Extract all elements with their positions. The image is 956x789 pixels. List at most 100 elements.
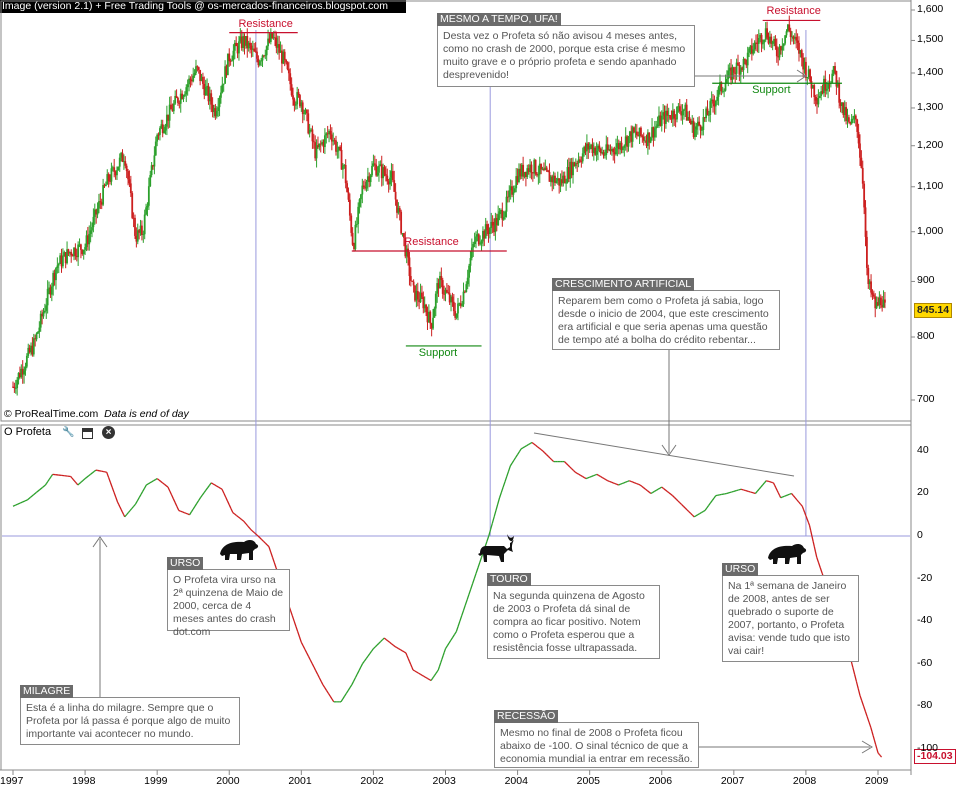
annotation-text: Reparem bem como o Profeta já sabia, log… [558,295,769,346]
candle-body [806,77,809,78]
candle-body [70,252,73,256]
candle-body [149,175,152,187]
candle-body [344,164,347,184]
credit-note: Data is end of day [104,408,189,420]
indicator-segment [24,499,28,502]
indicator-segment [293,620,297,627]
window-icon[interactable] [82,428,93,439]
candle-body [226,53,229,76]
candle-body [696,121,699,127]
candle-body [871,292,874,295]
candle-body [501,209,504,220]
candle-body [572,162,574,176]
candle-body [588,145,591,150]
candle-body [174,95,177,104]
indicator-segment [15,503,19,506]
candle-body [809,69,811,82]
candle-body [362,185,365,188]
indicator-segment [565,462,569,466]
candle-body [38,327,41,332]
price-axis-tick: 800 [917,330,935,342]
candle-body [581,153,584,162]
candle-body [737,62,739,66]
indicator-segment [681,504,684,507]
candle-body [141,225,143,236]
close-icon[interactable]: × [102,426,115,439]
indicator-segment [124,514,128,518]
candle-body [258,61,261,66]
annotation-milagre: MILAGRE Esta é a linha do milagre. Sempr… [20,685,240,745]
candle-body [21,368,24,375]
candle-body [569,161,572,179]
candle-body [688,117,691,121]
candle-body [88,233,91,245]
candle-body [351,232,354,245]
indicator-segment [304,649,308,654]
indicator-segment [612,482,616,485]
indicator-segment [412,669,416,672]
candle-body [275,37,278,48]
candle-body [285,59,287,63]
candle-body [803,61,806,70]
candle-body [547,170,549,172]
candle-body [816,100,818,105]
candle-body [228,53,231,61]
indicator-segment [241,519,245,522]
candle-body [773,38,775,42]
indicator-segment [223,492,227,498]
candle-body [160,124,163,129]
indicator-segment [396,647,399,650]
annotation-text: Mesmo no final de 2008 o Profeta ficou a… [500,727,693,765]
candle-body [75,255,78,258]
indicator-segment [264,542,268,546]
candle-body [13,386,16,389]
candle-body [24,366,27,371]
indicator-segment [657,487,661,490]
indicator-segment [701,510,704,514]
candle-body [531,172,534,174]
candle-body [526,168,529,177]
indicator-segment [356,670,360,675]
candle-body [113,167,116,172]
candle-body [753,42,756,50]
indicator-segment [405,652,408,657]
candle-body [667,114,670,116]
trend-arrow-line [533,432,795,477]
candle-body [179,93,182,104]
indicator-segment [686,509,690,513]
candle-body [443,293,446,295]
indicator-segment [176,506,180,511]
candle-body [143,214,146,235]
wrench-icon[interactable]: 🔧 [62,427,75,438]
candle-body [721,90,724,92]
indicator-segment [198,497,201,501]
price-axis-tick: 1,300 [917,100,944,113]
indicator-segment [743,489,747,492]
indicator-segment [392,644,396,648]
annotation-title: MILAGRE [20,685,74,698]
candle-body [627,136,630,147]
candle-body [53,272,56,281]
indicator-segment [488,529,492,537]
indicator-segment [876,748,879,754]
candle-body [253,48,256,52]
candle-body [623,145,626,148]
indicator-segment [638,483,641,486]
candle-body [314,142,317,159]
candle-body [562,175,565,184]
indicator-segment [538,447,542,451]
candle-body [839,102,842,106]
x-axis-tick: 2001 [288,775,312,787]
indicator-segment [652,490,655,493]
candle-body [537,174,540,176]
indicator-segment [605,479,609,482]
indicator-segment [140,491,144,495]
candle-body [752,49,755,54]
candle-body [470,247,473,259]
indicator-segment [672,495,675,498]
indicator-segment [726,492,730,495]
candle-body [165,114,168,127]
candle-body [290,84,293,96]
candle-body [762,42,764,45]
x-axis-tick: 1997 [0,775,24,787]
